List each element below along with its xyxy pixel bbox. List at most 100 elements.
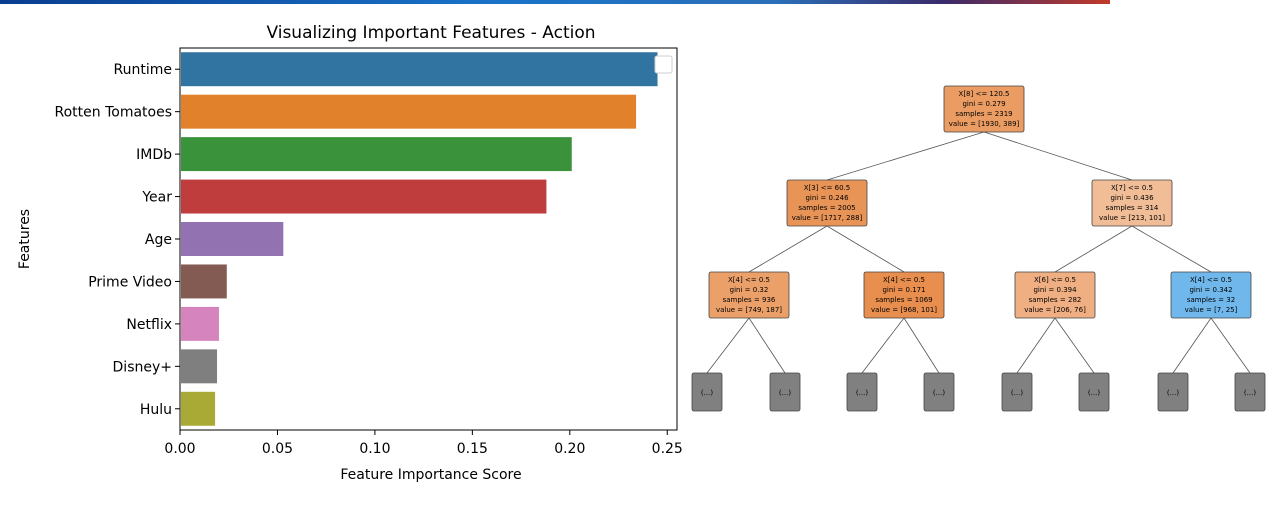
bar: [181, 137, 572, 172]
tree-node-line: gini = 0.246: [805, 194, 849, 202]
tree-leaf-label: (...): [1088, 389, 1100, 397]
legend-box: [654, 55, 673, 74]
x-tick-label: 0.15: [457, 441, 488, 457]
tree-edge: [983, 131, 1133, 181]
tree-edge: [1172, 317, 1212, 374]
tree-node: X[6] <= 0.5 gini = 0.394 samples = 282 valu…: [1014, 271, 1096, 319]
x-tick-label: 0.20: [554, 441, 585, 457]
tree-node-line: X[4] <= 0.5: [883, 276, 925, 284]
tree-node-line: samples = 314: [1106, 204, 1159, 212]
tree-leaf: (...): [691, 372, 723, 412]
tree-node-line: samples = 2319: [955, 110, 1012, 118]
tree-leaf-label: (...): [856, 389, 868, 397]
tree-node: X[7] <= 0.5 gini = 0.436 samples = 314 valu…: [1091, 179, 1173, 227]
bars-group: [181, 52, 658, 426]
tree-node-line: value = [1717, 288]: [792, 214, 863, 222]
y-tick-label: IMDb: [136, 147, 172, 163]
x-tick-label: 0.05: [262, 441, 293, 457]
tree-node-box: [863, 271, 945, 319]
tree-edge: [1131, 225, 1212, 273]
tree-node: X[3] <= 60.5 gini = 0.246 samples = 2005 va…: [786, 179, 868, 227]
tree-edge: [748, 225, 828, 273]
tree-leaf-label: (...): [1011, 389, 1023, 397]
x-tick-label: 0.25: [652, 441, 683, 457]
tree-node-line: gini = 0.171: [882, 286, 925, 294]
tree-leaf-box: [691, 372, 723, 412]
y-tick-labels: Runtime Rotten Tomatoes IMDb Year Age Prime V…: [55, 62, 180, 418]
bar: [181, 306, 219, 341]
tree-node-line: value = [206, 76]: [1024, 306, 1086, 314]
tree-nodes: X[8] <= 120.5 gini = 0.279 samples = 2319 v…: [691, 85, 1266, 412]
tree-node-line: value = [749, 187]: [716, 306, 782, 314]
tree-node-line: X[4] <= 0.5: [728, 276, 770, 284]
y-tick-label: Rotten Tomatoes: [55, 105, 173, 121]
tree-node-line: samples = 2005: [798, 204, 855, 212]
bar: [181, 222, 284, 256]
tree-edge: [1054, 317, 1095, 374]
tree-leaf-box: [923, 372, 955, 412]
tree-edge: [1210, 317, 1251, 374]
y-tick-label: Year: [141, 190, 172, 206]
y-tick-label: Netflix: [126, 317, 172, 333]
tree-leaf: (...): [769, 372, 801, 412]
tree-node-line: X[6] <= 0.5: [1034, 276, 1076, 284]
tree-node-line: value = [213, 101]: [1099, 214, 1165, 222]
tree-node-line: gini = 0.32: [730, 286, 769, 294]
tree-node-line: gini = 0.436: [1110, 194, 1154, 202]
tree-edge: [826, 225, 905, 273]
x-ticks: 0.00 0.05 0.10 0.15 0.20 0.25: [164, 430, 683, 457]
tree-node-line: samples = 936: [723, 296, 776, 304]
tree-leaf: (...): [1001, 372, 1033, 412]
tree-node-line: value = [968, 101]: [871, 306, 937, 314]
tree-node-line: gini = 0.394: [1033, 286, 1077, 294]
tree-node-box: [1014, 271, 1096, 319]
tree-node-box: [708, 271, 790, 319]
y-tick-label: Prime Video: [88, 274, 172, 290]
tree-leaf-label: (...): [779, 389, 791, 397]
tree-leaf: (...): [1078, 372, 1110, 412]
tree-leaf-label: (...): [1167, 389, 1179, 397]
tree-leaf-label: (...): [933, 389, 945, 397]
x-tick-label: 0.10: [359, 441, 390, 457]
tree-node-line: samples = 282: [1029, 296, 1082, 304]
tree-leaf-box: [1234, 372, 1266, 412]
tree-node-line: gini = 0.279: [962, 100, 1005, 108]
top-stripe: [0, 0, 1110, 4]
tree-edge: [826, 131, 985, 181]
tree-leaf-box: [1001, 372, 1033, 412]
bar: [181, 349, 218, 384]
bar: [181, 52, 658, 87]
bar: [181, 391, 216, 426]
tree-leaf-label: (...): [1244, 389, 1256, 397]
tree-leaf-label: (...): [701, 389, 713, 397]
tree-node-line: value = [7, 25]: [1185, 306, 1238, 314]
tree-node: X[8] <= 120.5 gini = 0.279 samples = 2319 v…: [943, 85, 1025, 133]
tree-node-line: X[7] <= 0.5: [1111, 184, 1153, 192]
tree-node: X[4] <= 0.5 gini = 0.32 samples = 936 value…: [708, 271, 790, 319]
chart-title: Visualizing Important Features - Action: [266, 23, 595, 43]
tree-node-line: samples = 32: [1187, 296, 1235, 304]
y-tick-label: Hulu: [140, 402, 172, 418]
tree-node-line: X[4] <= 0.5: [1190, 276, 1232, 284]
x-axis-label: Feature Importance Score: [340, 467, 521, 483]
tree-edge: [903, 317, 940, 374]
bar: [181, 94, 637, 129]
tree-node-box: [943, 85, 1025, 133]
tree-node-line: X[3] <= 60.5: [804, 184, 850, 192]
y-axis-label: Features: [17, 209, 33, 269]
y-tick-label: Disney+: [113, 359, 172, 375]
tree-leaf: (...): [1157, 372, 1189, 412]
tree-node-line: value = [1930, 389]: [949, 120, 1020, 128]
tree-node-box: [786, 179, 868, 227]
y-tick-label: Runtime: [114, 62, 172, 78]
tree-edge: [706, 317, 750, 374]
tree-edge: [861, 317, 905, 374]
feature-importance-chart: Visualizing Important Features - Action …: [17, 23, 683, 483]
tree-edge: [1016, 317, 1056, 374]
tree-node: X[4] <= 0.5 gini = 0.342 samples = 32 value…: [1170, 271, 1252, 319]
y-tick-label: Age: [145, 232, 172, 248]
tree-node-box: [1170, 271, 1252, 319]
decision-tree: X[8] <= 120.5 gini = 0.279 samples = 2319 v…: [691, 85, 1266, 412]
tree-node-line: samples = 1069: [875, 296, 932, 304]
tree-leaf-box: [846, 372, 878, 412]
